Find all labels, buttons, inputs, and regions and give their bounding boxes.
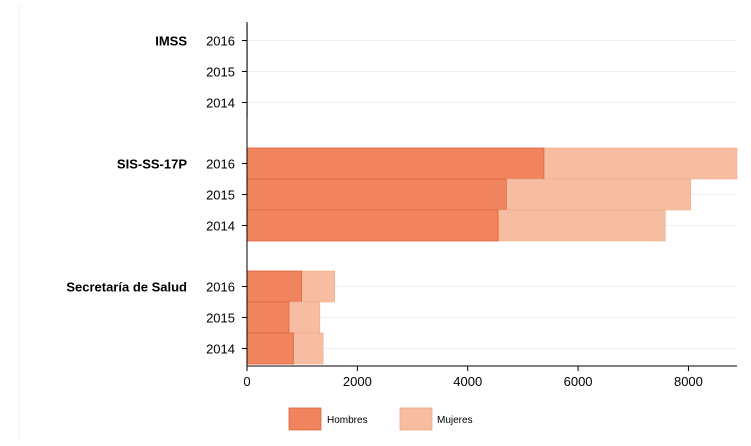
x-tick-label: 6000 [564, 374, 593, 389]
bar-hombres [247, 210, 498, 241]
bar-hombres [247, 148, 544, 179]
bar-mujeres [289, 302, 320, 333]
legend-swatch [400, 408, 432, 430]
bar-hombres [247, 302, 289, 333]
bar-mujeres [293, 333, 323, 364]
year-label: 2016 [206, 34, 235, 49]
bar-mujeres [544, 148, 737, 179]
legend-label: Mujeres [437, 415, 473, 426]
x-tick-label: 8000 [674, 374, 703, 389]
year-label: 2016 [206, 280, 235, 295]
bar-hombres [247, 271, 302, 302]
bar-hombres [247, 333, 293, 364]
group-label: IMSS [155, 34, 187, 49]
group-label: SIS-SS-17P [117, 157, 187, 172]
x-tick-label: 2000 [343, 374, 372, 389]
year-label: 2015 [206, 311, 235, 326]
bar-mujeres [506, 179, 690, 210]
year-label: 2014 [206, 342, 235, 357]
legend-swatch [289, 408, 321, 430]
year-label: 2015 [206, 188, 235, 203]
group-label: Secretaría de Salud [66, 280, 187, 295]
x-tick-label: 0 [243, 374, 250, 389]
bar-mujeres [302, 271, 335, 302]
year-label: 2014 [206, 219, 235, 234]
year-label: 2014 [206, 96, 235, 111]
year-label: 2016 [206, 157, 235, 172]
legend-label: Hombres [327, 415, 368, 426]
year-label: 2015 [206, 65, 235, 80]
x-tick-label: 4000 [453, 374, 482, 389]
bar-mujeres [498, 210, 665, 241]
bar-hombres [247, 179, 506, 210]
